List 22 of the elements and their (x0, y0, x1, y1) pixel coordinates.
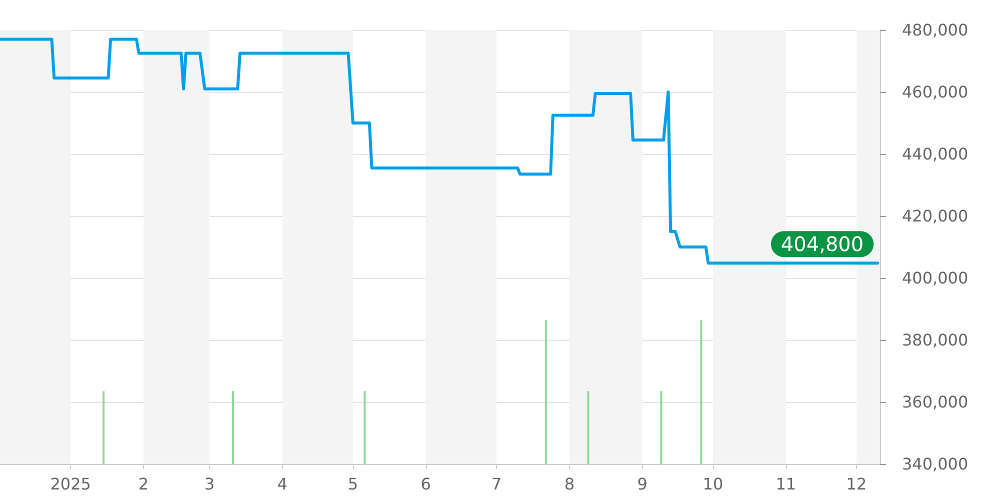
x-tick-label: 12 (846, 474, 867, 494)
line-series (0, 38, 880, 265)
annotation: 404,800 (780, 232, 864, 256)
y-tick-label: 340,000 (902, 454, 968, 474)
x-tick-label: 8 (564, 474, 575, 494)
y-tick-label: 400,000 (902, 268, 968, 288)
x-tick-label: 6 (420, 474, 431, 494)
x-tick-label: 2 (138, 474, 149, 494)
x-tick-label: 9 (637, 474, 648, 494)
y-tick-label: 420,000 (902, 206, 968, 226)
x-tick-label: 10 (702, 474, 724, 494)
x-tick-label: 2025 (50, 474, 91, 494)
x-tick-label: 11 (776, 474, 796, 494)
x-tick-label: 3 (204, 474, 215, 494)
y-tick-label: 360,000 (902, 392, 968, 412)
y-tick-label: 380,000 (902, 330, 968, 350)
y-tick-label: 460,000 (902, 82, 968, 102)
x-tick-label: 5 (348, 474, 358, 494)
y-tick-label: 440,000 (902, 144, 968, 164)
x-tick-label: 4 (277, 474, 288, 494)
y-tick-label: 480,000 (902, 20, 968, 40)
x-tick-label: 7 (491, 474, 502, 494)
